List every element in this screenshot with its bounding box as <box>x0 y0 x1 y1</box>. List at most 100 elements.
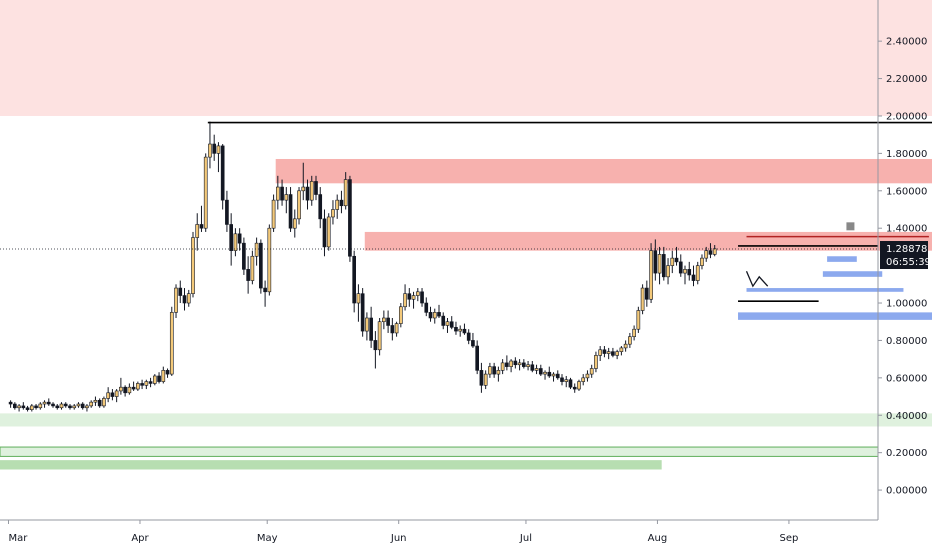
candle-body-down <box>21 405 26 409</box>
candle-162 <box>695 261 700 285</box>
candle-85 <box>369 306 373 348</box>
candle-65 <box>284 187 289 214</box>
candle-body-up <box>394 323 399 334</box>
candle-73 <box>318 187 323 229</box>
candle-body-up <box>403 293 407 308</box>
candle-body-up <box>59 403 64 409</box>
candle-118 <box>509 359 513 373</box>
candle-body-up <box>594 355 598 369</box>
candle-body-up <box>500 362 505 371</box>
candle-body-up <box>585 373 590 379</box>
x-axis-ticks: Mar Apr May Jun Jul Aug Sep <box>7 520 798 544</box>
candle-body-down <box>386 317 390 326</box>
candle-body-up <box>335 199 340 210</box>
candle-96 <box>415 288 420 302</box>
candle-body-up <box>169 312 174 375</box>
candle-body-down <box>560 377 564 382</box>
candle-body-up <box>543 371 547 375</box>
candle-body-up <box>203 156 208 229</box>
candle-151 <box>649 243 653 304</box>
candle-body-down <box>360 293 365 332</box>
candle-22 <box>102 396 106 408</box>
candle-body-up <box>161 370 166 382</box>
candle-body-up <box>496 370 501 375</box>
candle-body-up <box>114 390 119 397</box>
candle-26 <box>119 377 123 395</box>
candle-body-up <box>208 143 212 158</box>
candle-body-down <box>212 143 217 154</box>
candle-body-up <box>666 265 670 278</box>
x-tick-label: Mar <box>8 533 28 544</box>
candle-body-up <box>292 218 297 229</box>
candle-body-down <box>97 399 102 407</box>
candle-56 <box>246 256 250 294</box>
candle-30 <box>136 381 140 391</box>
candle-body-down <box>237 233 242 244</box>
zones-layer <box>0 0 932 470</box>
candle-body-up <box>598 349 603 356</box>
candle-21 <box>97 398 102 408</box>
candle-115 <box>496 366 501 382</box>
candle-body-up <box>683 269 687 274</box>
candle-53 <box>233 228 238 257</box>
candle-140 <box>602 346 607 358</box>
candle-108 <box>466 329 471 345</box>
candle-body-down <box>68 405 72 409</box>
candle-138 <box>594 351 598 373</box>
y-tick-label: 2.40000 <box>886 37 927 48</box>
candle-body-up <box>458 328 463 332</box>
candle-112 <box>483 370 488 390</box>
candle-body-down <box>178 287 183 296</box>
candle-70 <box>305 179 310 210</box>
candle-body-down <box>471 340 475 347</box>
levels-layer <box>207 121 932 302</box>
candle-body-down <box>611 351 615 356</box>
candle-74 <box>322 209 327 257</box>
candle-144 <box>619 346 624 356</box>
candle-3 <box>21 402 26 410</box>
candle-body-down <box>449 321 454 328</box>
candle-155 <box>666 258 670 285</box>
candle-61 <box>267 224 272 296</box>
candle-body-down <box>505 362 509 367</box>
candle-body-down <box>110 392 115 397</box>
candle-134 <box>577 379 581 391</box>
candle-body-down <box>131 386 136 390</box>
candle-body-up <box>577 381 581 390</box>
candle-body-up <box>72 405 77 409</box>
candle-body-up <box>589 368 594 375</box>
candle-121 <box>522 359 526 369</box>
candle-body-up <box>636 310 641 330</box>
zone-demand-strong-5 <box>0 460 662 470</box>
candle-139 <box>598 346 603 362</box>
candle-47 <box>208 121 212 169</box>
candle-body-up <box>712 248 717 255</box>
candle-129 <box>555 370 560 380</box>
candle-135 <box>581 374 586 386</box>
candle-111 <box>479 362 484 393</box>
candle-body-up <box>382 317 386 323</box>
candle-body-down <box>8 401 13 405</box>
candle-body-down <box>645 287 649 300</box>
candle-137 <box>589 364 594 378</box>
candle-107 <box>462 323 467 335</box>
candle-79 <box>343 172 348 210</box>
x-tick-label: May <box>257 533 278 544</box>
drawing-stroke <box>745 270 769 288</box>
candle-body-up <box>326 216 331 248</box>
y-tick-label: 1.60000 <box>886 186 927 197</box>
candle-body-down <box>182 295 187 304</box>
candle-body-up <box>174 287 178 313</box>
candle-14 <box>68 404 72 410</box>
candle-body-up <box>356 293 361 304</box>
candle-body-up <box>509 360 513 367</box>
zone-supply-zone-1 <box>275 158 932 184</box>
zone-demand-zone-3 <box>0 413 932 427</box>
candle-body-up <box>704 250 709 259</box>
zone-upper-zone-0 <box>0 0 932 116</box>
candle-50 <box>220 144 225 210</box>
candle-body-down <box>25 407 30 410</box>
candle-12 <box>59 402 64 410</box>
candle-163 <box>700 254 704 270</box>
